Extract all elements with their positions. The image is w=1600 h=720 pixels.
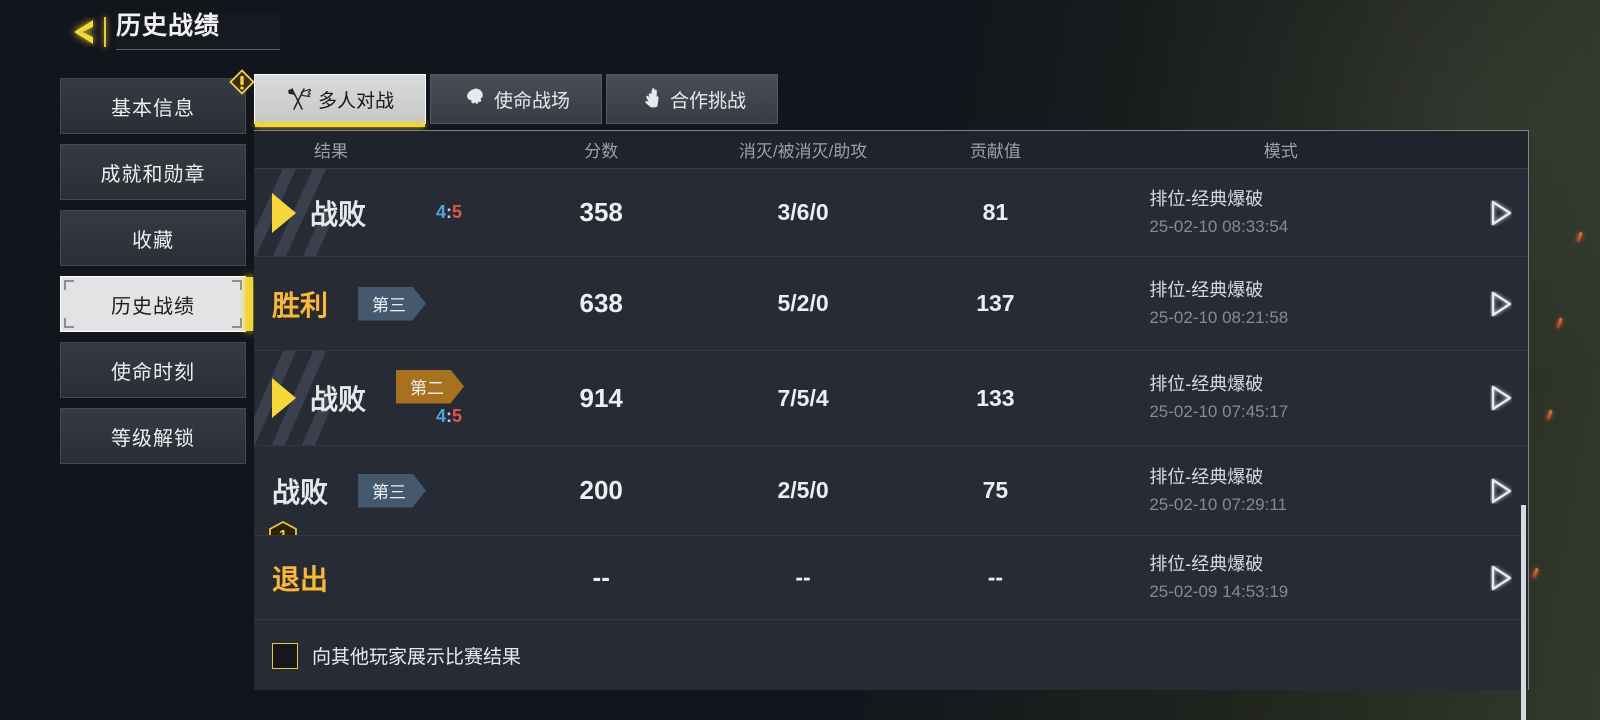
svg-text:1: 1 <box>279 527 287 536</box>
